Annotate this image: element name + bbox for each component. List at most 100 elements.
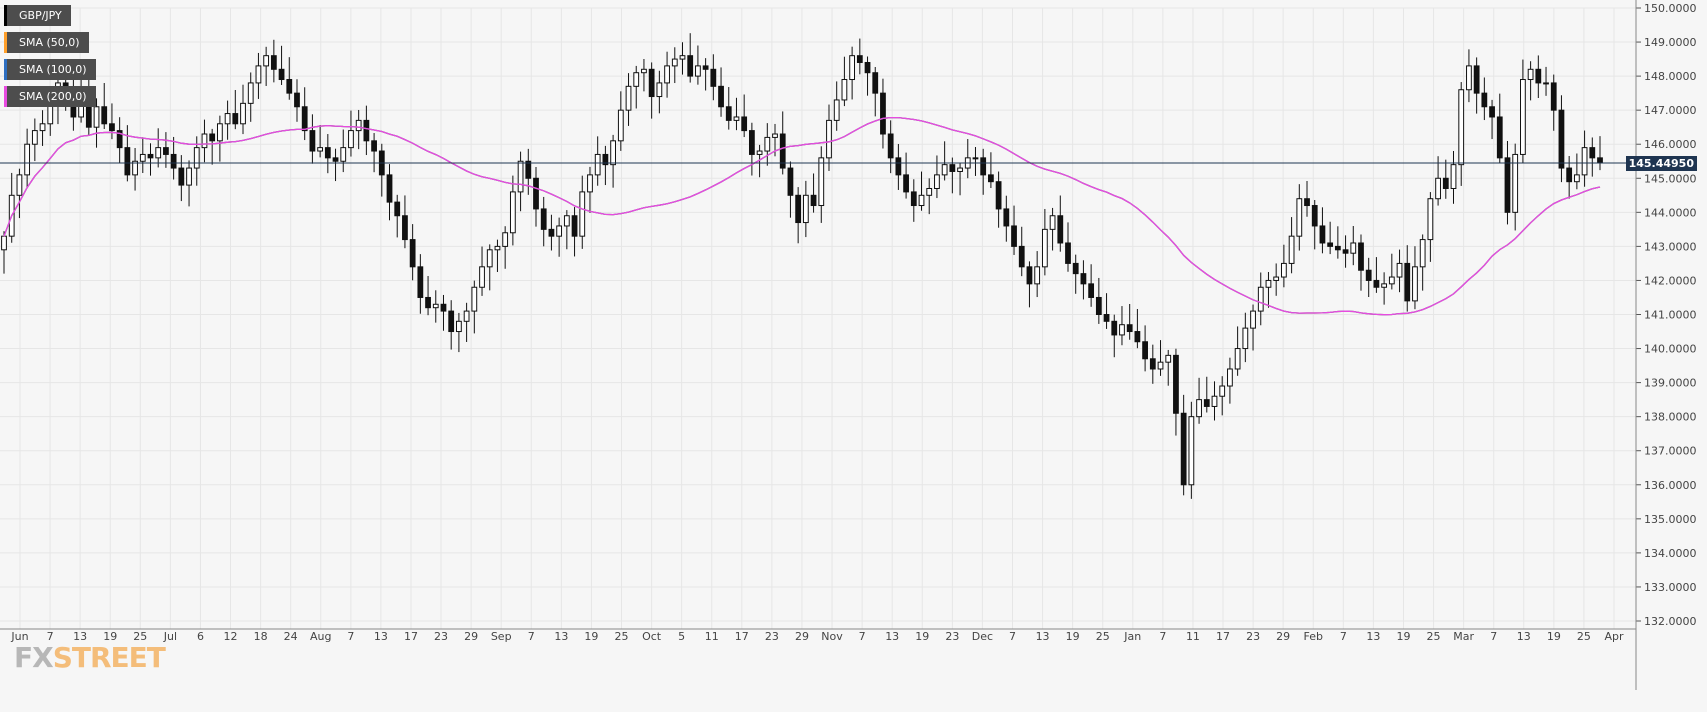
candle — [802, 180, 809, 238]
candle — [548, 214, 555, 251]
candle — [810, 173, 817, 213]
candle — [1473, 57, 1480, 114]
y-tick-label: 141.0000 — [1644, 309, 1697, 322]
legend-item-sma50[interactable]: SMA (50,0) — [4, 32, 89, 53]
candle-body-up — [1520, 79, 1526, 155]
candle — [856, 38, 863, 75]
candle — [556, 217, 563, 257]
candle — [1203, 376, 1210, 413]
candle-body-up — [772, 133, 778, 138]
candle-body-down — [332, 157, 339, 162]
candle-body-up — [24, 143, 31, 176]
candle — [39, 110, 46, 146]
candle-body-down — [710, 68, 717, 87]
candle-body-up — [594, 153, 601, 176]
candle — [1250, 304, 1256, 351]
candle-body-up — [1250, 310, 1256, 329]
y-tick-label: 137.0000 — [1644, 445, 1697, 458]
legend-item-sma200[interactable]: SMA (200,0) — [4, 86, 96, 107]
candle — [1496, 93, 1503, 164]
candle-body-up — [579, 191, 586, 237]
candle-body-up — [818, 157, 825, 207]
candle — [695, 45, 701, 85]
candle — [1257, 272, 1264, 326]
candle — [1589, 137, 1596, 177]
candle-body-down — [309, 130, 316, 152]
candle-body-down — [903, 174, 909, 193]
candle — [826, 104, 832, 171]
y-tick-label: 135.0000 — [1644, 513, 1697, 526]
candle-body-up — [1049, 215, 1056, 230]
candle — [903, 152, 909, 199]
candle-body-down — [1180, 412, 1187, 486]
candle-body-up — [1288, 235, 1295, 264]
legend-item-pair[interactable]: GBP/JPY — [4, 5, 71, 26]
candle — [602, 145, 609, 186]
candle — [1581, 130, 1588, 187]
candle-body-down — [864, 61, 871, 74]
candle — [1381, 272, 1388, 305]
candle — [1442, 159, 1449, 199]
candle-body-down — [533, 177, 539, 210]
candle-body-down — [1442, 177, 1449, 189]
y-tick-label: 139.0000 — [1644, 377, 1697, 390]
candle — [525, 148, 532, 195]
candle — [1111, 314, 1118, 358]
candle-body-down — [440, 303, 447, 312]
candle-body-down — [748, 130, 755, 155]
candle-body-up — [695, 65, 701, 77]
candle-body-down — [163, 147, 169, 155]
legend-item-sma100[interactable]: SMA (100,0) — [4, 59, 96, 80]
candle-body-down — [810, 194, 817, 207]
x-tick-label: Mar — [1453, 630, 1474, 643]
candle-body-down — [856, 55, 863, 63]
candle — [671, 47, 678, 84]
candle-body-up — [31, 130, 38, 145]
candle-body-up — [193, 147, 200, 169]
y-tick-label: 133.0000 — [1644, 581, 1697, 594]
x-tick-label: 18 — [254, 630, 268, 643]
x-tick-label: 7 — [47, 630, 54, 643]
candle-body-down — [1080, 273, 1087, 285]
candle-body-down — [209, 133, 216, 142]
x-tick-label: 7 — [1009, 630, 1016, 643]
candle — [725, 87, 732, 130]
candle — [155, 128, 162, 168]
x-tick-label: 25 — [1427, 630, 1441, 643]
candle — [1072, 254, 1079, 294]
candle — [147, 143, 154, 176]
candle-body-up — [1242, 327, 1249, 350]
candle-body-down — [1489, 106, 1495, 118]
candle — [1095, 277, 1102, 324]
x-tick-label: Jan — [1123, 630, 1141, 643]
candle — [1280, 244, 1287, 288]
candle-body-up — [610, 140, 616, 166]
candle — [270, 39, 277, 83]
candle — [101, 83, 108, 129]
candle-body-up — [502, 232, 509, 247]
x-tick-label: 12 — [224, 630, 238, 643]
candle — [486, 244, 493, 291]
candle — [93, 98, 100, 148]
candle-body-down — [1473, 65, 1480, 94]
x-tick-label: 29 — [1276, 630, 1290, 643]
x-tick-label: 19 — [915, 630, 929, 643]
candle — [1149, 344, 1156, 384]
x-tick-label: 13 — [1036, 630, 1050, 643]
candle-body-down — [417, 266, 424, 298]
candle-body-down — [1149, 358, 1156, 370]
candle-body-down — [1142, 341, 1148, 360]
x-tick-label: 19 — [584, 630, 598, 643]
candle-body-up — [479, 266, 485, 288]
y-tick-label: 138.0000 — [1644, 411, 1697, 424]
candle — [1543, 66, 1549, 96]
candle-body-up — [926, 187, 933, 196]
candle-body-down — [109, 123, 115, 132]
candle — [679, 42, 686, 75]
candle — [209, 128, 216, 165]
candle — [1026, 261, 1033, 308]
x-tick-label: 7 — [1340, 630, 1347, 643]
candle-body-up — [1211, 395, 1218, 407]
candle-body-down — [1311, 205, 1318, 227]
candle — [1512, 143, 1519, 231]
